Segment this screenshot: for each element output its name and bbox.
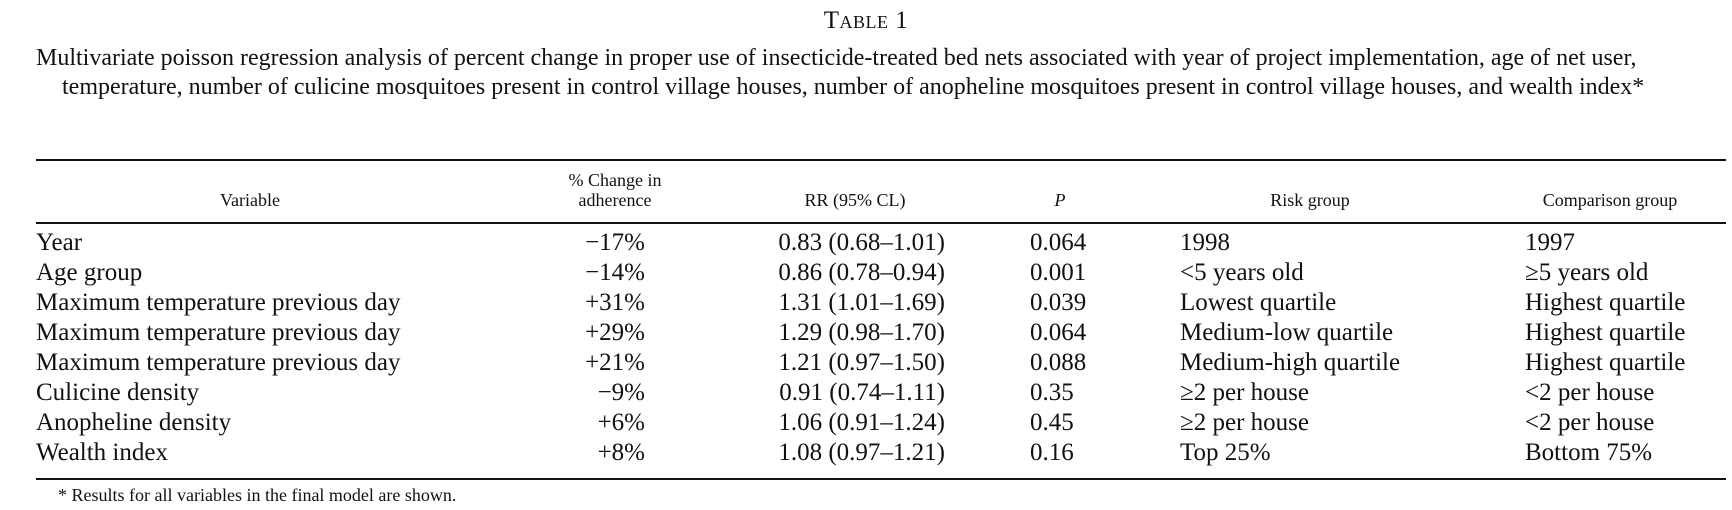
header-comparison-group: Comparison group (1542, 190, 1678, 210)
cell-risk-group: Lowest quartile (1180, 289, 1337, 316)
cell-comparison-group: ≥5 years old (1525, 259, 1649, 286)
cell-comparison-group: Highest quartile (1525, 319, 1686, 346)
cell-comparison-group: <2 per house (1525, 409, 1655, 436)
bottom-rule (36, 478, 1726, 480)
cell-change: +8% (597, 439, 645, 466)
cell-rr: 1.29 (0.98–1.70) (778, 319, 945, 346)
table-caption: Multivariate poisson regression analysis… (36, 45, 1645, 100)
cell-variable: Maximum temperature previous day (36, 319, 401, 346)
cell-risk-group: Medium-high quartile (1180, 349, 1401, 376)
cell-change: +29% (585, 319, 645, 346)
header-change-line2: adherence (578, 190, 652, 210)
cell-change: +21% (585, 349, 645, 376)
cell-change: +31% (585, 289, 645, 316)
table-row: Maximum temperature previous day +29% 1.… (0, 318, 1732, 348)
cell-p: 0.16 (1030, 439, 1074, 466)
table-row: Maximum temperature previous day +31% 1.… (0, 288, 1732, 318)
cell-p: 0.064 (1030, 229, 1087, 256)
cell-risk-group: ≥2 per house (1180, 409, 1309, 436)
cell-variable: Anopheline density (36, 409, 232, 436)
cell-rr: 0.83 (0.68–1.01) (778, 229, 945, 256)
cell-rr: 1.21 (0.97–1.50) (778, 349, 945, 376)
cell-variable: Age group (36, 259, 143, 286)
cell-p: 0.039 (1030, 289, 1087, 316)
cell-rr: 1.08 (0.97–1.21) (778, 439, 945, 466)
cell-risk-group: Medium-low quartile (1180, 319, 1394, 346)
cell-risk-group: ≥2 per house (1180, 379, 1309, 406)
cell-change: −17% (585, 229, 645, 256)
cell-p: 0.45 (1030, 409, 1074, 436)
cell-comparison-group: <2 per house (1525, 379, 1655, 406)
table-row: Age group −14% 0.86 (0.78–0.94) 0.001 <5… (0, 258, 1732, 288)
header-change-line1: % Change in (568, 170, 662, 190)
cell-p: 0.35 (1030, 379, 1074, 406)
header-p: P (1054, 190, 1066, 210)
cell-p: 0.064 (1030, 319, 1087, 346)
header-risk-group: Risk group (1270, 190, 1350, 210)
header-change: % Change in adherence (520, 170, 710, 210)
table-row: Anopheline density +6% 1.06 (0.91–1.24) … (0, 408, 1732, 438)
table-row: Maximum temperature previous day +21% 1.… (0, 348, 1732, 378)
cell-change: −14% (585, 259, 645, 286)
cell-rr: 0.86 (0.78–0.94) (778, 259, 945, 286)
header-rule (36, 222, 1726, 224)
cell-risk-group: <5 years old (1180, 259, 1304, 286)
cell-rr: 0.91 (0.74–1.11) (779, 379, 945, 406)
cell-change: −9% (597, 379, 645, 406)
cell-comparison-group: 1997 (1525, 229, 1575, 256)
table-title: Table 1 (823, 7, 909, 34)
cell-p: 0.001 (1030, 259, 1087, 286)
cell-rr: 1.06 (0.91–1.24) (778, 409, 945, 436)
cell-comparison-group: Highest quartile (1525, 289, 1686, 316)
table-row: Wealth index +8% 1.08 (0.97–1.21) 0.16 T… (0, 438, 1732, 468)
cell-variable: Wealth index (36, 439, 168, 466)
cell-variable: Year (36, 229, 83, 256)
cell-risk-group: 1998 (1180, 229, 1230, 256)
cell-comparison-group: Highest quartile (1525, 349, 1686, 376)
top-rule (36, 159, 1726, 161)
table-body: Year −17% 0.83 (0.68–1.01) 0.064 1998 19… (0, 228, 1732, 468)
cell-variable: Maximum temperature previous day (36, 289, 401, 316)
cell-change: +6% (597, 409, 645, 436)
cell-variable: Culicine density (36, 379, 200, 406)
table-footnote: * Results for all variables in the final… (58, 485, 457, 505)
cell-comparison-group: Bottom 75% (1525, 439, 1653, 466)
header-rr: RR (95% CL) (804, 190, 906, 210)
cell-rr: 1.31 (1.01–1.69) (778, 289, 945, 316)
cell-risk-group: Top 25% (1180, 439, 1271, 466)
header-variable: Variable (220, 190, 280, 210)
table-row: Culicine density −9% 0.91 (0.74–1.11) 0.… (0, 378, 1732, 408)
cell-p: 0.088 (1030, 349, 1087, 376)
table-row: Year −17% 0.83 (0.68–1.01) 0.064 1998 19… (0, 228, 1732, 258)
cell-variable: Maximum temperature previous day (36, 349, 401, 376)
